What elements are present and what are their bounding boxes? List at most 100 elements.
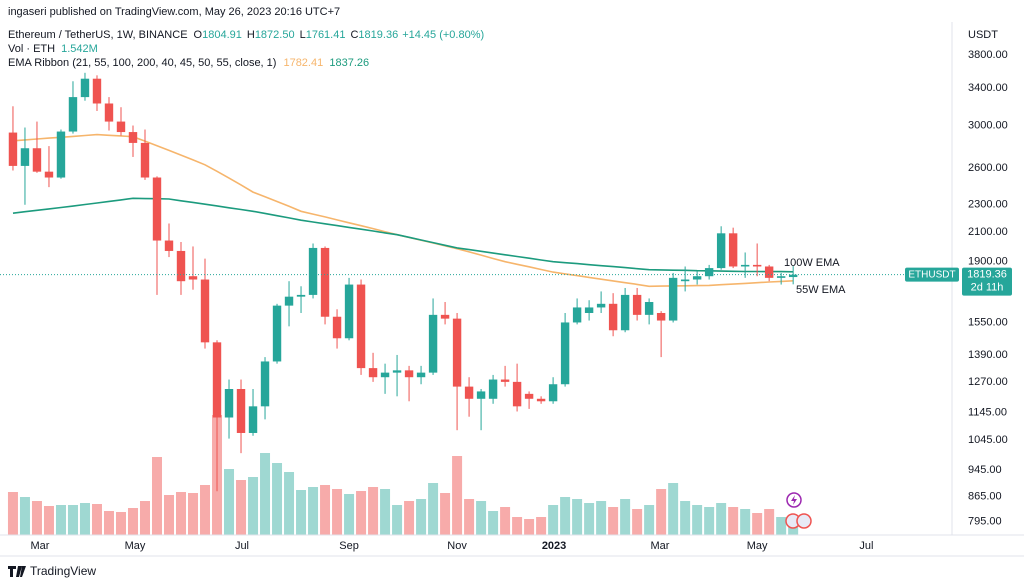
volume-bar <box>428 483 439 535</box>
y-tick-label: 1550.00 <box>968 316 1008 328</box>
candle-body <box>440 314 450 319</box>
y-axis-unit: USDT <box>968 29 998 41</box>
candle-body <box>8 132 18 166</box>
volume-bar <box>272 463 283 535</box>
volume-bar <box>248 477 259 535</box>
y-tick-label: 1900.00 <box>968 256 1008 268</box>
volume-bar <box>55 505 66 535</box>
symbol-tag <box>905 267 959 282</box>
candle-body <box>668 277 678 321</box>
candle-body <box>164 240 174 251</box>
candle-body <box>224 389 234 418</box>
candle-body <box>368 368 378 378</box>
volume-bar <box>320 485 331 535</box>
ema-annotation: 100W EMA <box>784 257 840 269</box>
candle-body <box>584 307 594 313</box>
candle-body <box>704 268 714 277</box>
legend-ohlc-key: L <box>300 29 306 41</box>
y-tick-label: 1270.00 <box>968 376 1008 388</box>
volume-bar <box>524 519 535 535</box>
candle-body <box>404 370 414 378</box>
y-tick-label: 3800.00 <box>968 49 1008 61</box>
candle-body <box>776 276 786 278</box>
x-tick-label: 2023 <box>542 540 566 552</box>
volume-bar <box>656 489 667 535</box>
volume-bar <box>127 508 138 535</box>
axis-layer: 3800.00 3400.00 3000.00 2600.00 2300.00 2100.… <box>0 22 1024 557</box>
y-tick-label: 2300.00 <box>968 199 1008 211</box>
legend-ohlc-key: C <box>350 29 358 41</box>
volume-bar <box>500 507 511 535</box>
footer-logo <box>8 566 26 577</box>
candle-body <box>140 142 150 178</box>
candle-body <box>680 279 690 282</box>
legend-ohlc-key: H <box>247 29 255 41</box>
legend-ohlc-key: O <box>194 29 203 41</box>
candle-body <box>740 264 750 267</box>
volume-bar <box>488 511 499 535</box>
legend-change: +14.45 (+0.80%) <box>402 29 484 41</box>
volume-bar <box>680 501 691 535</box>
candle-body <box>188 276 198 280</box>
volume-bar <box>308 487 319 535</box>
x-tick-label: May <box>747 540 768 552</box>
volume-bar <box>644 505 655 535</box>
volume-bar <box>416 499 427 535</box>
volume-bar <box>536 517 547 535</box>
volume-bar <box>392 505 403 535</box>
volume-layer <box>7 415 799 535</box>
x-tick-label: Jul <box>859 540 873 552</box>
legend-ema-title: EMA Ribbon (21, 55, 100, 200, 40, 45, 50… <box>8 57 276 69</box>
candle-layer <box>8 72 798 492</box>
y-tick-label: 945.00 <box>968 464 1002 476</box>
candle-body <box>80 78 90 98</box>
candle-body <box>500 379 510 382</box>
candle-body <box>644 302 654 315</box>
volume-bar <box>31 501 42 535</box>
volume-bar <box>284 472 295 535</box>
candle-body <box>560 322 570 385</box>
candle-body <box>392 370 402 373</box>
volume-bar <box>404 501 415 535</box>
volume-bar <box>368 487 379 535</box>
candle-body <box>68 97 78 132</box>
volume-bar <box>19 497 30 535</box>
y-tick-label: 2100.00 <box>968 226 1008 238</box>
y-tick-label: 1045.00 <box>968 434 1008 446</box>
y-tick-label: 3400.00 <box>968 82 1008 94</box>
x-tick-label: May <box>125 540 146 552</box>
legend-ohlc-value: 1872.50 <box>255 29 295 41</box>
volume-bar <box>139 501 150 535</box>
legend-ohlc-value: 1819.36 <box>358 29 398 41</box>
candle-body <box>656 312 666 321</box>
ema-annotation: 55W EMA <box>796 284 846 296</box>
candle-body <box>248 406 258 433</box>
volume-bar <box>476 501 487 535</box>
candle-body <box>20 148 30 166</box>
candle-body <box>176 250 186 282</box>
legend-ema: EMA Ribbon (21, 55, 100, 200, 40, 45, 50… <box>8 57 369 69</box>
candle-body <box>92 78 102 104</box>
candle-body <box>608 303 618 331</box>
legend-title: Ethereum / TetherUS, 1W, BINANCE O1804.91… <box>8 29 484 41</box>
volume-bar <box>7 492 18 535</box>
candle-body <box>728 233 738 267</box>
volume-bar <box>608 507 619 535</box>
price-tag <box>962 267 1012 296</box>
candle-body <box>32 148 42 172</box>
candle-body <box>104 103 114 122</box>
candle-body <box>476 391 486 399</box>
volume-bar <box>91 504 102 535</box>
candle-body <box>260 361 270 407</box>
legend-ema-value: 1782.41 <box>283 57 323 69</box>
volume-bar <box>572 499 583 535</box>
candle-body <box>692 276 702 280</box>
volume-bar <box>43 506 54 535</box>
volume-bar <box>728 507 739 535</box>
candle-body <box>128 132 138 143</box>
candle-body <box>512 381 522 407</box>
y-tick-label: 2600.00 <box>968 162 1008 174</box>
legend-volume-value: 1.542M <box>61 43 98 55</box>
